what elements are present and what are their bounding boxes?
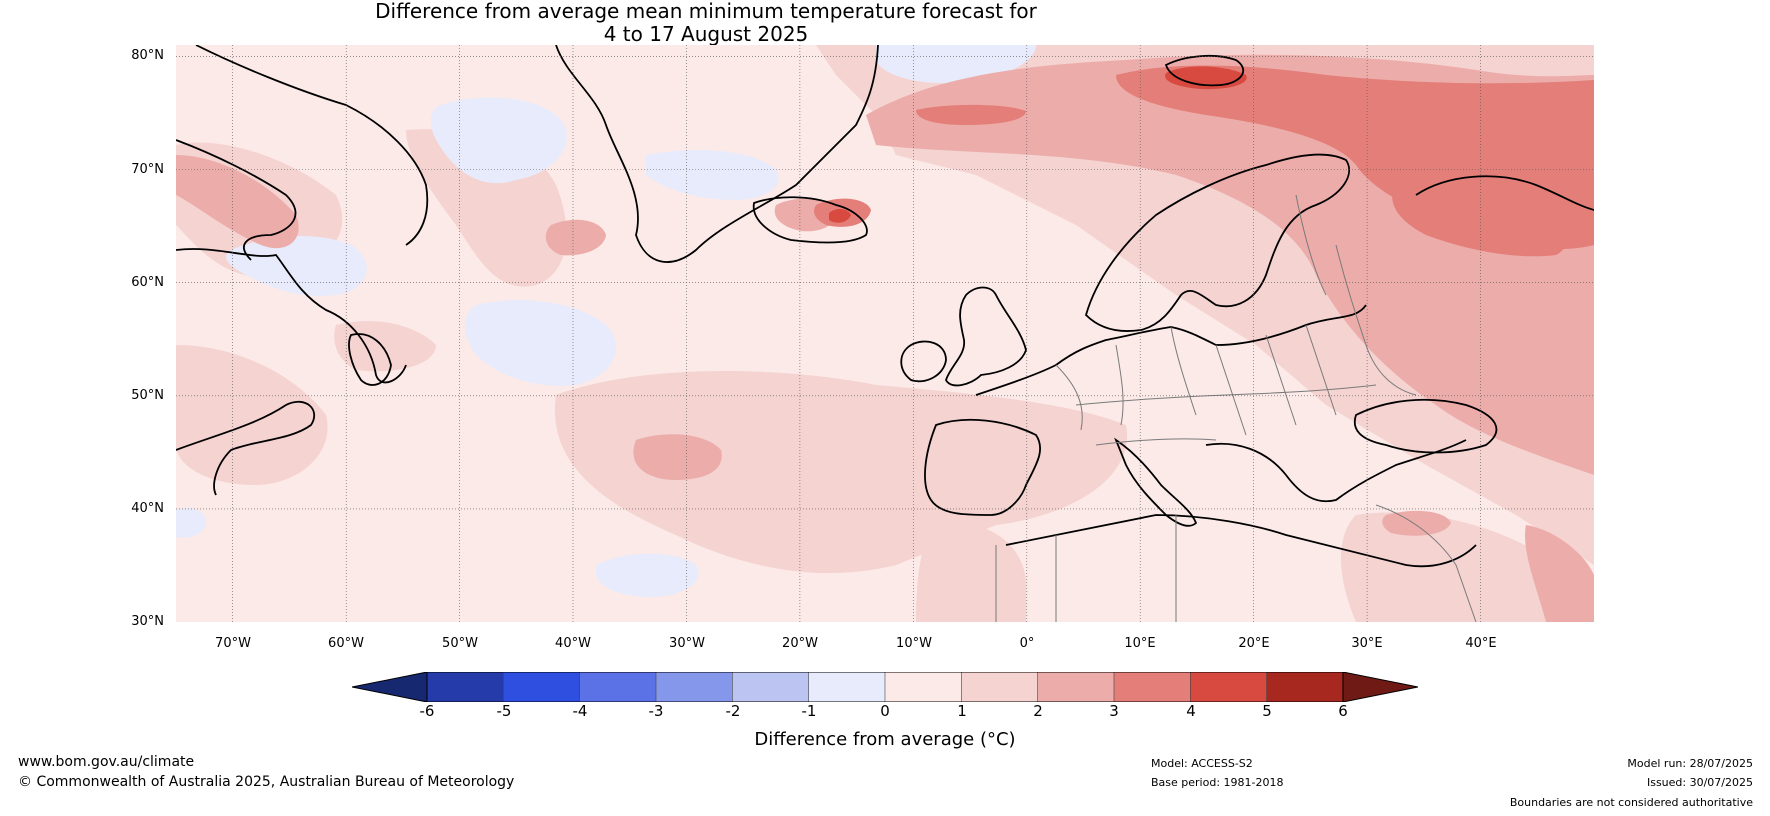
colorbar-cell xyxy=(732,672,810,702)
country-borders xyxy=(995,194,1477,622)
colorbar-cell xyxy=(426,672,505,702)
title-line-1: Difference from average mean minimum tem… xyxy=(375,0,1037,23)
colorbar-tick: 6 xyxy=(1338,702,1348,720)
colorbar-extension-low xyxy=(352,672,428,702)
coastline-greenland xyxy=(555,45,879,263)
colorbar xyxy=(352,672,1418,702)
colorbar-tick: -4 xyxy=(572,702,588,720)
colorbar-label: Difference from average (°C) xyxy=(754,729,1016,750)
lon-label-70w: 70°W xyxy=(215,636,251,651)
colorbar-tick: 1 xyxy=(957,702,967,720)
colorbar-tick: 0 xyxy=(880,702,890,720)
colorbar-cell xyxy=(1113,672,1192,702)
map-title: Difference from average mean minimum tem… xyxy=(0,0,1412,46)
base-period-text: Base period: 1981-2018 xyxy=(1151,776,1284,789)
coastline-iceland xyxy=(753,196,868,244)
colorbar-tick: -2 xyxy=(725,702,741,720)
colorbar-tick: 3 xyxy=(1109,702,1119,720)
lat-label-40n: 40°N xyxy=(131,501,164,516)
colorbar-cell xyxy=(1037,672,1115,702)
colorbar-tick: -1 xyxy=(801,702,817,720)
coastline-italy xyxy=(1114,437,1198,527)
map-panel xyxy=(176,45,1594,622)
coastline-balkans xyxy=(1205,439,1467,503)
coastline-black-sea xyxy=(1353,398,1498,454)
colorbar-cell xyxy=(579,672,657,702)
lat-label-60n: 60°N xyxy=(131,275,164,290)
colorbar-cell xyxy=(503,672,581,702)
colorbar-cell xyxy=(884,672,963,702)
colorbar-cell xyxy=(961,672,1039,702)
anomaly-3-4-areas xyxy=(814,65,1594,257)
lon-label-20w: 20°W xyxy=(782,636,818,651)
lat-label-50n: 50°N xyxy=(131,388,164,403)
lat-label-30n: 30°N xyxy=(131,614,164,629)
map-svg xyxy=(176,45,1594,622)
website-text: www.bom.gov.au/climate xyxy=(18,754,195,770)
colorbar-tick: -3 xyxy=(648,702,664,720)
lon-label-60w: 60°W xyxy=(328,636,364,651)
lon-label-20e: 20°E xyxy=(1238,636,1270,651)
coastline-maritimes xyxy=(176,400,316,496)
coastline-iberia xyxy=(924,418,1041,516)
lon-label-40w: 40°W xyxy=(555,636,591,651)
gridlines xyxy=(176,45,1594,622)
lat-label-70n: 70°N xyxy=(131,162,164,177)
disclaimer-text: Boundaries are not considered authoritat… xyxy=(1509,796,1753,809)
coastlines xyxy=(176,45,1594,568)
coastline-scandinavia xyxy=(1084,153,1351,332)
model-run-text: Model run: 28/07/2025 xyxy=(1627,757,1753,770)
lon-label-30w: 30°W xyxy=(669,636,705,651)
coastline-labrador xyxy=(176,248,407,384)
coastline-ireland xyxy=(900,340,947,383)
lon-label-10w: 10°W xyxy=(896,636,932,651)
lon-label-10e: 10°E xyxy=(1124,636,1156,651)
lat-label-80n: 80°N xyxy=(131,48,164,63)
colorbar-frame xyxy=(426,672,1344,702)
colorbar-tick: -6 xyxy=(419,702,435,720)
colorbar-tick: 5 xyxy=(1262,702,1272,720)
issued-text: Issued: 30/07/2025 xyxy=(1646,776,1753,789)
colorbar-cell xyxy=(1266,672,1344,702)
lon-label-50w: 50°W xyxy=(442,636,478,651)
coastline-mediterranean-south xyxy=(1005,514,1477,568)
coastline-greenland-west xyxy=(195,45,429,246)
colorbar-tick: -5 xyxy=(496,702,512,720)
colorbar-cell xyxy=(655,672,734,702)
lon-label-40e: 40°E xyxy=(1465,636,1497,651)
colorbar-cell xyxy=(808,672,886,702)
copyright-text: © Commonwealth of Australia 2025, Austra… xyxy=(18,774,515,790)
coastline-white-sea xyxy=(1415,175,1594,211)
colorbar-extension-high xyxy=(1342,672,1418,702)
colorbar-tick: 2 xyxy=(1033,702,1043,720)
colorbar-cells xyxy=(352,672,1418,702)
lon-label-30e: 30°E xyxy=(1351,636,1383,651)
colorbar-tick: 4 xyxy=(1186,702,1196,720)
title-line-2: 4 to 17 August 2025 xyxy=(603,22,809,46)
model-text: Model: ACCESS-S2 xyxy=(1151,757,1253,770)
coastline-uk xyxy=(945,286,1027,387)
lon-label-0: 0° xyxy=(1019,636,1035,651)
coastline-newfoundland xyxy=(348,333,392,386)
colorbar-cell xyxy=(1189,672,1268,702)
coastline-baffin xyxy=(176,139,297,261)
